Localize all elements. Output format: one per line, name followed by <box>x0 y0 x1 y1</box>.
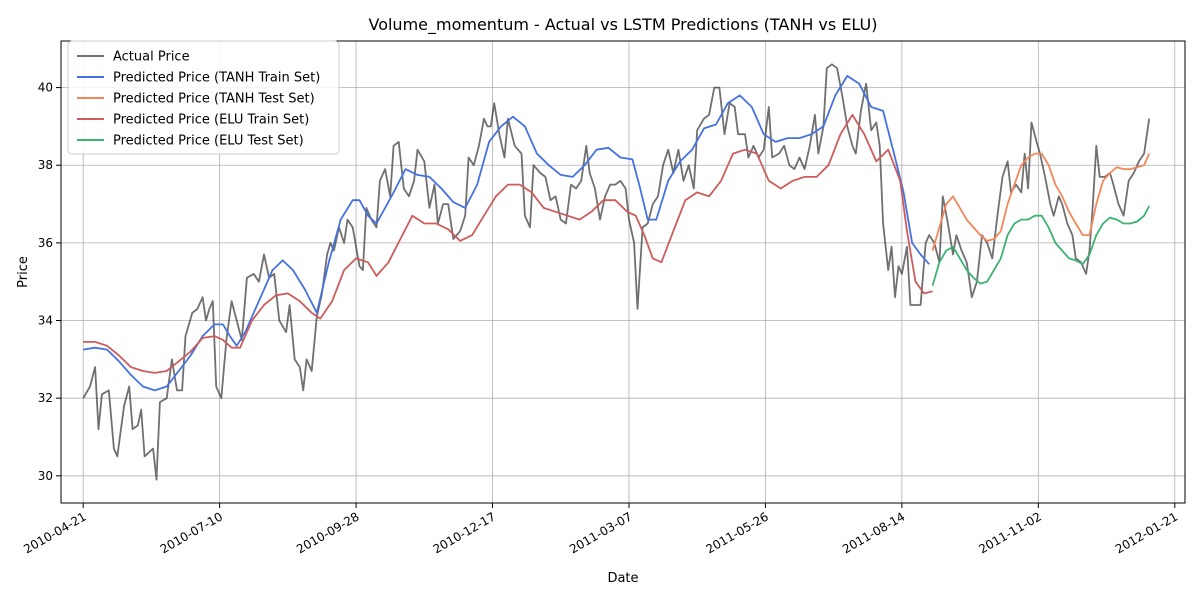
series-line-predicted-price-tanh-test-set <box>931 152 1151 251</box>
series-line-predicted-price-elu-test-set <box>931 205 1150 286</box>
series-line-predicted-price-elu-train-set <box>83 113 933 374</box>
legend-box <box>67 40 340 155</box>
legend-label: Predicted Price (TANH Train Set) <box>113 71 320 86</box>
y-tick-label: 36 <box>38 236 53 250</box>
y-tick-label: 34 <box>38 314 53 328</box>
legend-label: Predicted Price (TANH Test Set) <box>113 92 315 107</box>
chart-title: Volume_momentum - Actual vs LSTM Predict… <box>368 15 877 35</box>
series-line-actual-price <box>82 63 1151 481</box>
y-tick-label: 30 <box>38 469 53 483</box>
legend: Actual Price Predicted Price (TANH Train … <box>67 40 340 155</box>
x-axis-label: Date <box>607 571 638 586</box>
y-tick-label: 38 <box>38 158 53 172</box>
y-axis: 30 32 34 36 38 40 <box>38 81 61 483</box>
y-axis-label: Price <box>16 256 31 288</box>
series-layer <box>82 63 1151 481</box>
legend-label: Actual Price <box>113 50 190 65</box>
legend-label: Predicted Price (ELU Test Set) <box>113 134 304 149</box>
y-tick-label: 32 <box>38 391 53 405</box>
legend-label: Predicted Price (ELU Train Set) <box>113 113 309 128</box>
series-line-predicted-price-tanh-train-set <box>83 75 930 392</box>
plot-frame <box>60 40 1186 504</box>
y-tick-label: 40 <box>38 81 53 95</box>
